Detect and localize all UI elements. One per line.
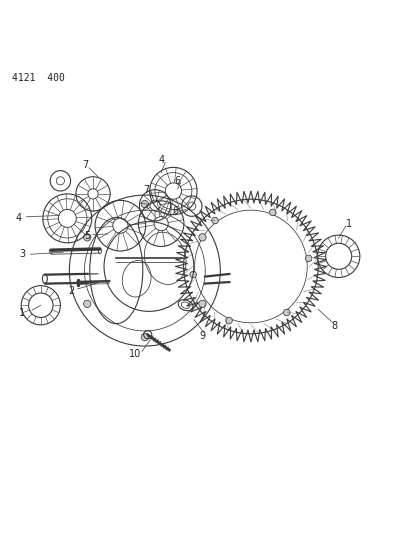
Text: 9: 9 xyxy=(199,331,205,341)
Text: 5: 5 xyxy=(84,231,91,241)
Text: 7: 7 xyxy=(82,160,88,171)
Circle shape xyxy=(141,334,149,341)
Circle shape xyxy=(84,233,91,241)
Text: 8: 8 xyxy=(331,321,338,330)
Text: 4: 4 xyxy=(158,156,164,165)
Circle shape xyxy=(141,200,149,208)
Text: 1: 1 xyxy=(346,219,352,229)
Text: 4: 4 xyxy=(15,213,22,223)
Text: 1: 1 xyxy=(19,309,26,318)
Circle shape xyxy=(226,317,232,324)
Circle shape xyxy=(306,255,312,262)
Circle shape xyxy=(270,209,276,216)
Circle shape xyxy=(190,271,196,278)
Text: 4121  400: 4121 400 xyxy=(12,72,65,83)
Circle shape xyxy=(199,233,206,241)
Circle shape xyxy=(84,300,91,308)
Text: 3: 3 xyxy=(19,249,26,259)
Text: 2: 2 xyxy=(68,286,75,296)
Text: 6: 6 xyxy=(174,176,181,186)
Circle shape xyxy=(199,300,206,308)
Circle shape xyxy=(212,217,218,224)
Text: 6: 6 xyxy=(172,206,179,216)
Text: 10: 10 xyxy=(129,349,141,359)
Circle shape xyxy=(284,309,290,316)
Text: 7: 7 xyxy=(143,185,149,195)
